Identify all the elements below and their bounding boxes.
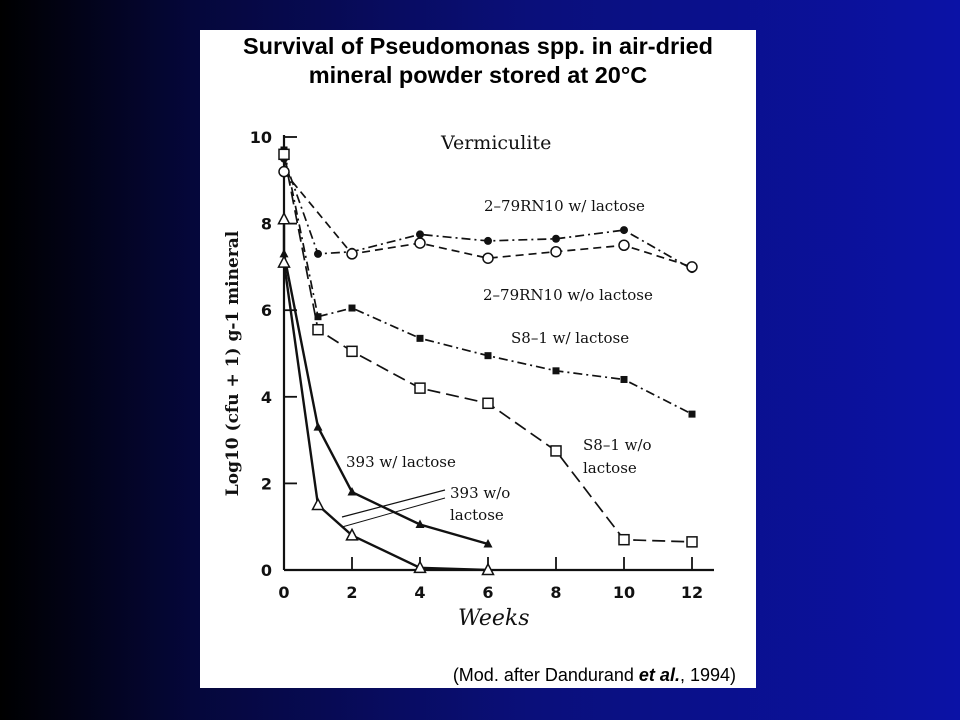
x-tick-label: 6: [482, 583, 493, 602]
panel-label: Vermiculite: [440, 132, 551, 154]
data-point-3-5: [550, 445, 562, 457]
annotation-279-without: 2–79RN10 w/o lactose: [483, 286, 653, 304]
data-point-4-0: [279, 248, 289, 258]
y-tick-label: 6: [261, 301, 272, 320]
title-line-2: mineral powder stored at 20°C: [308, 62, 648, 88]
citation: (Mod. after Dandurand et al., 1994): [453, 665, 736, 686]
x-tick-label: 10: [613, 583, 635, 602]
data-point-1-2: [414, 237, 426, 249]
data-point-4-1: [313, 422, 323, 431]
data-point-0-3: [416, 230, 424, 239]
annotation-s81-with: S8–1 w/ lactose: [511, 329, 629, 347]
series-line-2: [283, 149, 693, 415]
data-point-2-4: [484, 352, 492, 360]
y-tick-label: 0: [261, 561, 272, 580]
data-point-3-4: [482, 397, 494, 410]
annotation-393-with: 393 w/ lactose: [346, 453, 456, 471]
x-tick-label: 0: [278, 583, 289, 602]
data-point-5-2: [311, 497, 325, 511]
x-tick-label: 4: [414, 583, 425, 602]
data-point-2-1: [314, 313, 322, 321]
data-point-4-2: [347, 487, 357, 496]
line-chart: 0 2 4 6 8 10 0 2 4 6 8 10 12 Log10 (cfu + 1) g-1 mine…: [223, 128, 714, 631]
data-point-3-7: [686, 536, 698, 548]
data-point-1-4: [550, 245, 562, 258]
annotation-393-without-1: 393 w/o: [450, 484, 510, 502]
y-tick-label: 4: [261, 388, 272, 407]
citation-prefix: (Mod. after Dandurand: [452, 665, 639, 685]
annotation-279-with: 2–79RN10 w/ lactose: [484, 197, 645, 215]
data-point-0-6: [620, 226, 628, 235]
data-point-5-3: [345, 527, 359, 541]
chart-labels: Vermiculite 2–79RN10 w/ lactose 2–79RN10…: [346, 132, 653, 631]
x-tick-label: 12: [681, 583, 703, 602]
figure-panel: Survival of Pseudomonas spp. in air-drie…: [200, 30, 756, 688]
series-line-3: [283, 154, 693, 543]
data-point-2-7: [688, 410, 696, 418]
data-point-0-1: [314, 249, 322, 258]
slide-title: Survival of Pseudomonas spp. in air-drie…: [200, 32, 756, 90]
data-point-2-3: [416, 334, 424, 342]
series-markers: [277, 146, 698, 576]
annotation-s81-without-2: lactose: [583, 459, 637, 477]
data-point-1-0: [278, 165, 290, 178]
data-point-0-4: [484, 236, 492, 245]
y-tick-label: 8: [261, 215, 272, 234]
data-point-1-6: [686, 261, 698, 273]
data-point-5-5: [481, 562, 495, 576]
data-point-2-5: [552, 367, 560, 375]
x-tick-label: 8: [550, 583, 561, 602]
data-point-3-0: [278, 148, 290, 161]
data-point-5-4: [413, 560, 427, 574]
x-axis-label: Weeks: [458, 606, 529, 631]
data-point-3-6: [618, 533, 630, 546]
data-point-0-5: [552, 234, 560, 243]
y-axis-label: Log10 (cfu + 1) g-1 mineral: [223, 230, 243, 496]
annotation-393-without-2: lactose: [450, 506, 504, 524]
data-point-3-1: [312, 323, 324, 336]
data-point-5-1: [277, 254, 291, 268]
annotation-s81-without-1: S8–1 w/o: [583, 436, 652, 454]
data-point-4-3: [415, 519, 425, 529]
y-tick-label: 2: [261, 474, 272, 493]
x-tick-label: 2: [346, 583, 357, 602]
data-point-5-0: [277, 211, 291, 225]
citation-etal: et al.: [638, 665, 680, 685]
data-point-2-2: [348, 304, 356, 312]
title-line-1: Survival of Pseudomonas spp. in air-drie…: [242, 33, 714, 59]
leader-line: [341, 497, 446, 528]
data-point-2-6: [620, 375, 628, 383]
y-tick-label: 10: [250, 128, 272, 147]
data-point-3-3: [414, 382, 426, 394]
data-point-4-4: [483, 539, 493, 548]
data-point-3-2: [346, 345, 358, 358]
data-point-1-3: [482, 252, 494, 264]
leader-line: [341, 489, 446, 518]
citation-suffix: , 1994): [679, 665, 736, 685]
data-point-1-5: [618, 239, 630, 251]
data-point-1-1: [346, 248, 358, 260]
